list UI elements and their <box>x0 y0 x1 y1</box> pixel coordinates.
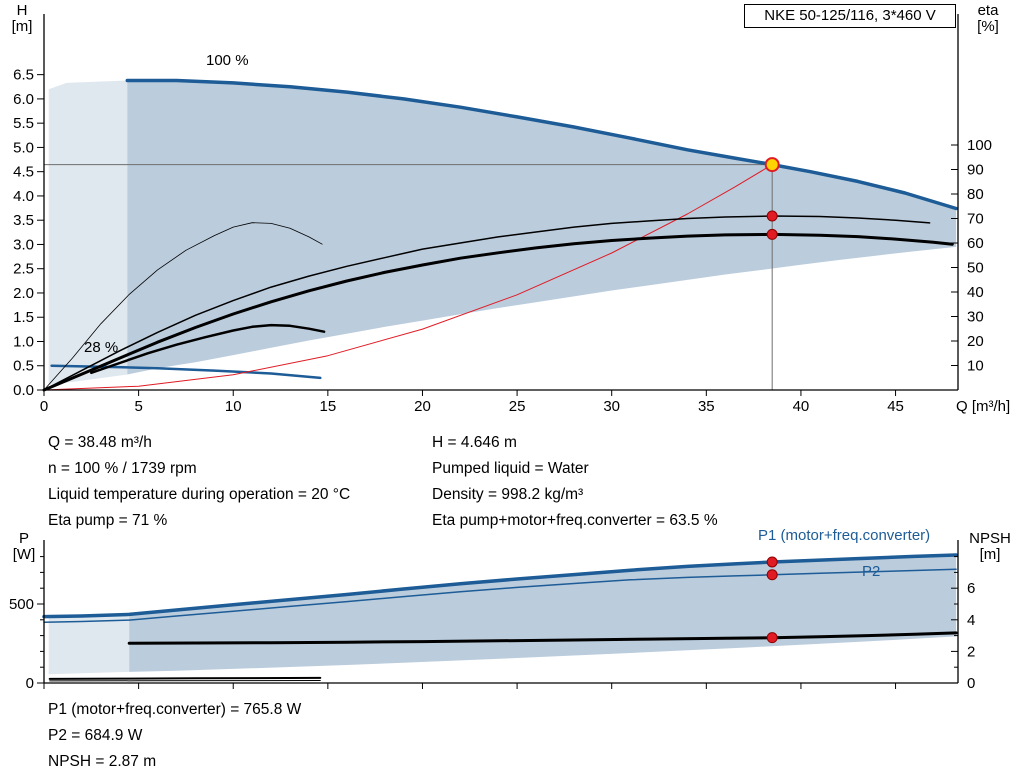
duty-point <box>764 157 780 173</box>
x-tick-label: 15 <box>320 398 337 415</box>
x-tick-label: 0 <box>40 398 48 415</box>
npsh-curve <box>127 631 958 645</box>
npsh-point <box>766 632 778 644</box>
y-right-tick-label: 90 <box>967 161 984 178</box>
y-left-tick-label: 6.5 <box>13 67 34 84</box>
p-axis-symbol: P <box>18 530 29 547</box>
info-npsh: NPSH = 2.87 m <box>48 753 157 770</box>
y-left-tick-label: 1.5 <box>13 309 34 326</box>
info-eta-pump: Eta pump = 71 % <box>48 512 168 529</box>
x-tick-label: 30 <box>603 398 620 415</box>
pump-title-box: NKE 50-125/116, 3*460 V <box>744 4 956 28</box>
y-right-tick-label: 20 <box>967 333 984 350</box>
h-axis-title: H [m] <box>2 3 42 35</box>
speed-28-label: 28 % <box>84 339 119 356</box>
pump-curve-100 <box>125 78 958 211</box>
info-n: n = 100 % / 1739 rpm <box>48 460 197 477</box>
eta-pump-reduced-curve <box>43 222 323 391</box>
p-axis-title: P [W] <box>4 531 44 563</box>
y-left-tick-label: 0.5 <box>13 358 34 375</box>
eta-total-point <box>766 228 778 240</box>
info-density: Density = 998.2 kg/m³ <box>432 486 584 503</box>
y-right-tick-label: 0 <box>967 675 975 692</box>
operating-envelope-light <box>48 80 128 386</box>
y-right-tick-label: 2 <box>967 643 975 660</box>
npsh-axis-unit: [m] <box>979 546 1001 563</box>
system-curve <box>43 164 773 391</box>
eta-total-curve <box>42 232 954 392</box>
p1-curve-label: P1 (motor+freq.converter) <box>758 527 931 544</box>
x-tick-label: 35 <box>698 398 715 415</box>
h-axis-unit: [m] <box>11 18 33 35</box>
y-left-tick-label: 500 <box>9 596 34 613</box>
pump-model-label: NKE 50-125/116, 3*460 V <box>764 7 936 24</box>
p-axis-unit: [W] <box>12 546 36 563</box>
npsh-axis-symbol: NPSH <box>969 530 1011 547</box>
power-info-block: P1 (motor+freq.converter) = 765.8 W P2 =… <box>48 697 301 775</box>
power-envelope-light <box>48 614 130 675</box>
h-axis-symbol: H <box>16 2 28 19</box>
y-right-tick-label: 6 <box>967 580 975 597</box>
p2-curve-label: P2 <box>862 563 881 580</box>
info-eta-total: Eta pump+motor+freq.converter = 63.5 % <box>432 512 718 529</box>
eta-axis-title: eta [%] <box>966 3 1010 35</box>
p1-point <box>766 556 778 568</box>
x-tick-label: 5 <box>134 398 142 415</box>
info-p1: P1 (motor+freq.converter) = 765.8 W <box>48 701 302 718</box>
x-tick-label: 10 <box>225 398 242 415</box>
q-axis-title: Q [m³/h] <box>956 398 1011 415</box>
y-right-tick-label: 50 <box>967 259 984 276</box>
y-right-tick-label: 70 <box>967 210 984 227</box>
y-left-tick-label: 3.0 <box>13 236 34 253</box>
eta-pump-point <box>766 210 778 222</box>
y-left-tick-label: 3.5 <box>13 212 34 229</box>
y-right-tick-label: 80 <box>967 186 984 203</box>
p-reduced-curve-1 <box>48 676 322 680</box>
x-tick-label: 45 <box>887 398 904 415</box>
duty-info-col2: H = 4.646 m Pumped liquid = Water Densit… <box>432 430 718 534</box>
y-right-tick-label: 4 <box>967 612 975 629</box>
y-left-tick-label: 4.5 <box>13 164 34 181</box>
y-left-tick-label: 6.0 <box>13 91 34 108</box>
x-tick-label: 40 <box>793 398 810 415</box>
y-left-tick-label: 4.0 <box>13 188 34 205</box>
p2-point <box>766 569 778 581</box>
p1-curve <box>42 553 958 619</box>
eta-axis-symbol: eta <box>977 2 999 19</box>
eta-pump-curve <box>43 215 931 391</box>
eta-axis-unit: [%] <box>977 18 999 35</box>
info-p2: P2 = 684.9 W <box>48 727 143 744</box>
y-right-tick-label: 30 <box>967 308 984 325</box>
operating-envelope <box>127 80 957 375</box>
speed-100-label: 100 % <box>206 52 249 69</box>
x-tick-label: 25 <box>509 398 526 415</box>
p2-curve <box>43 568 957 623</box>
npsh-axis-title: NPSH [m] <box>960 531 1020 563</box>
eta-total-reduced-curve <box>90 323 326 375</box>
y-right-tick-label: 40 <box>967 284 984 301</box>
y-left-tick-label: 2.0 <box>13 285 34 302</box>
y-right-tick-label: 100 <box>967 137 992 154</box>
info-h: H = 4.646 m <box>432 434 517 451</box>
y-right-tick-label: 10 <box>967 357 984 374</box>
duty-info-col1: Q = 38.48 m³/h n = 100 % / 1739 rpm Liqu… <box>48 430 350 534</box>
info-liquid-temp: Liquid temperature during operation = 20… <box>48 486 351 503</box>
y-left-tick-label: 5.5 <box>13 115 34 132</box>
y-left-tick-label: 0.0 <box>13 382 34 399</box>
y-right-tick-label: 60 <box>967 235 984 252</box>
y-left-tick-label: 1.0 <box>13 333 34 350</box>
x-tick-label: 20 <box>414 398 431 415</box>
info-q: Q = 38.48 m³/h <box>48 434 152 451</box>
hq-chart: 0 5 10 15 20 25 30 35 40 45 0.0 0.5 1.0 1.5 2.0 2.5 3.0 3… <box>13 14 992 415</box>
y-left-tick-label: 2.5 <box>13 261 34 278</box>
info-pumped-liquid: Pumped liquid = Water <box>432 460 589 477</box>
y-left-tick-label: 5.0 <box>13 139 34 156</box>
pump-curve-28 <box>50 364 322 380</box>
y-left-tick-label: 0 <box>26 675 34 692</box>
power-npsh-chart: 0 500 0 2 4 6 <box>9 540 975 692</box>
